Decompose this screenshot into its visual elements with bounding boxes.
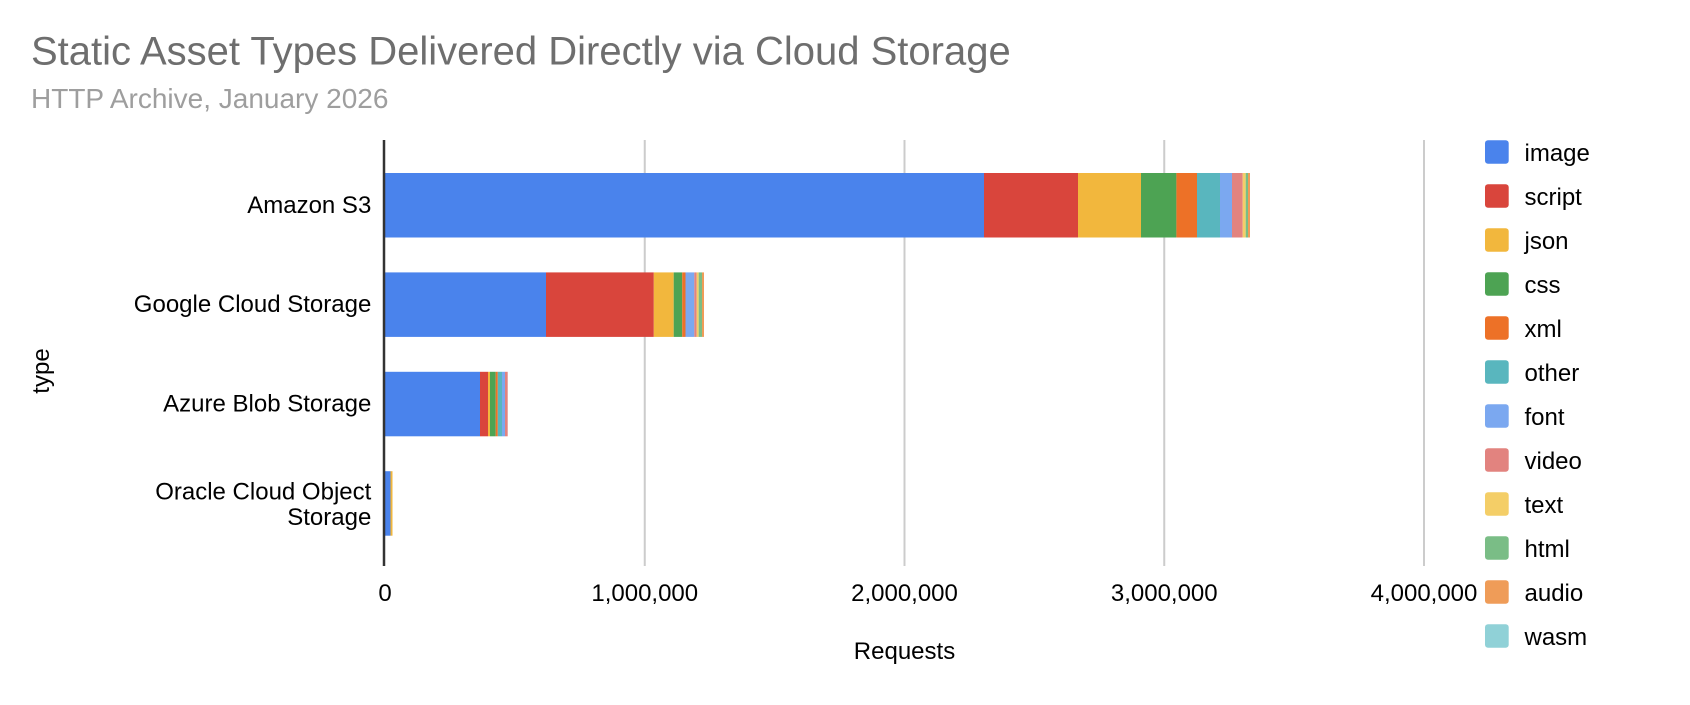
svg-text:other: other bbox=[1525, 360, 1580, 387]
svg-text:json: json bbox=[1524, 228, 1569, 255]
svg-text:0: 0 bbox=[378, 580, 391, 607]
svg-text:Oracle Cloud Object: Oracle Cloud Object bbox=[155, 478, 371, 505]
svg-text:Requests: Requests bbox=[854, 638, 955, 665]
svg-text:1,000,000: 1,000,000 bbox=[591, 580, 698, 607]
svg-text:type: type bbox=[28, 348, 55, 393]
svg-text:Azure Blob Storage: Azure Blob Storage bbox=[163, 391, 371, 418]
svg-text:Amazon S3: Amazon S3 bbox=[247, 192, 371, 219]
svg-text:3,000,000: 3,000,000 bbox=[1111, 580, 1218, 607]
svg-text:Google Cloud Storage: Google Cloud Storage bbox=[134, 291, 372, 318]
svg-text:2,000,000: 2,000,000 bbox=[851, 580, 958, 607]
svg-text:Storage: Storage bbox=[287, 504, 371, 531]
svg-text:xml: xml bbox=[1525, 316, 1562, 343]
svg-text:video: video bbox=[1525, 448, 1582, 475]
svg-text:image: image bbox=[1525, 140, 1590, 167]
svg-text:audio: audio bbox=[1525, 580, 1584, 607]
svg-text:4,000,000: 4,000,000 bbox=[1371, 580, 1478, 607]
svg-text:font: font bbox=[1525, 404, 1565, 431]
svg-text:text: text bbox=[1525, 492, 1564, 519]
svg-text:HTTP Archive, January 2026: HTTP Archive, January 2026 bbox=[31, 83, 388, 114]
svg-text:script: script bbox=[1525, 184, 1583, 211]
svg-text:Static Asset Types Delivered D: Static Asset Types Delivered Directly vi… bbox=[31, 30, 1011, 74]
svg-text:html: html bbox=[1525, 536, 1570, 563]
svg-text:wasm: wasm bbox=[1524, 624, 1588, 651]
svg-text:css: css bbox=[1525, 272, 1561, 299]
